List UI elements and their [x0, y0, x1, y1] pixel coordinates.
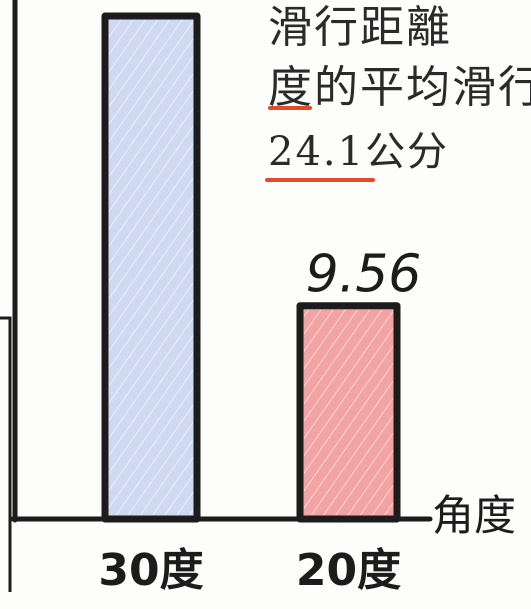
left-edge-bracket [0, 316, 12, 592]
x-tick-label-2: 20度 [296, 545, 401, 596]
annotation-line-2: 度的平均滑行 [268, 62, 531, 113]
bar-hatch-2 [304, 309, 393, 515]
x-axis-label: 角度 [432, 491, 516, 540]
annotation-underline-1 [268, 106, 312, 110]
annotation-underline-2 [265, 178, 375, 182]
x-tick-label-1: 30度 [98, 545, 203, 596]
data-label-2: 9.56 [306, 245, 422, 305]
annotation-line-1: 滑行距離 [268, 2, 452, 53]
bar-hatch-1 [109, 20, 193, 515]
annotation-line-3: 24.1公分 [268, 129, 450, 175]
